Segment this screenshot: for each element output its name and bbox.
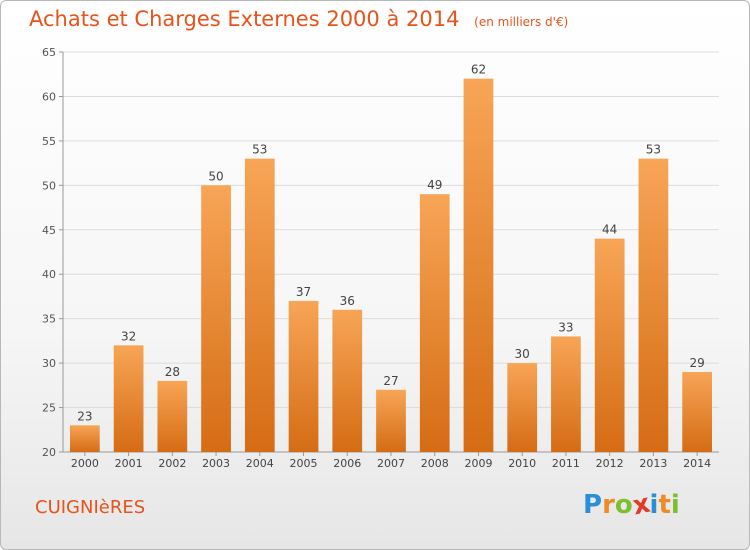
x-tick-label-2011: 2011 [552,457,580,470]
data-label-2002: 28 [165,365,180,379]
data-label-2013: 53 [646,143,661,157]
x-tick-label-2013: 2013 [639,457,667,470]
logo-letter: o [614,490,633,520]
data-label-2014: 29 [689,356,704,370]
bar-2008 [419,194,450,452]
data-label-2004: 53 [252,143,267,157]
y-tick-label: 35 [42,313,56,326]
bar-2010 [507,363,538,452]
data-label-2000: 23 [77,409,92,423]
logo-letter: t [658,490,671,520]
y-tick-label: 40 [42,268,56,281]
bars [69,78,713,453]
bar-2007 [376,389,406,452]
y-tick-label: 25 [42,402,56,415]
y-tick-label: 45 [42,224,56,237]
bar-2011 [551,336,581,452]
proxiti-logo: Proxiti [583,489,680,522]
y-tick-label: 50 [42,179,56,192]
chart-subtitle: (en milliers d'€) [474,15,569,29]
x-tick-label-2005: 2005 [290,457,318,470]
data-label-2006: 36 [340,294,355,308]
data-label-2001: 32 [121,329,136,343]
data-label-2007: 27 [383,374,398,388]
x-tick-label-2006: 2006 [333,457,361,470]
bar-2005 [288,300,319,452]
x-tick-label-2007: 2007 [377,457,405,470]
bar-2002 [157,380,188,452]
x-tick-label-2008: 2008 [421,457,449,470]
x-tick-label-2014: 2014 [683,457,711,470]
x-tick-label-2001: 2001 [115,457,143,470]
y-tick-label: 55 [42,135,56,148]
chart-title: Achats et Charges Externes 2000 à 2014 [29,7,460,31]
chart-title-block: Achats et Charges Externes 2000 à 2014 (… [29,7,568,31]
data-label-2005: 37 [296,285,311,299]
data-label-2010: 30 [515,347,530,361]
y-tick-label: 65 [42,46,56,59]
x-tick-label-2002: 2002 [158,457,186,470]
x-tick-label-2000: 2000 [71,457,99,470]
place-name: CUIGNIèRES [35,497,146,518]
bar-2004 [244,158,275,452]
x-tick-label-2010: 2010 [508,457,536,470]
y-tick-label: 60 [42,90,56,103]
data-label-2009: 62 [471,63,486,77]
data-label-2012: 44 [602,223,617,237]
bar-2003 [201,185,231,453]
x-tick-label-2009: 2009 [464,457,492,470]
logo-letter: i [649,490,659,520]
x-tick-label-2012: 2012 [596,457,624,470]
y-tick-label: 30 [42,357,56,370]
logo-letter: i [670,490,680,520]
data-label-2008: 49 [427,178,442,192]
bar-2006 [332,309,363,452]
x-tick-label-2004: 2004 [246,457,274,470]
bar-2001 [113,345,144,452]
bar-2009 [463,78,494,453]
bar-2012 [594,238,625,452]
labels: 20 25 30 35 40 45 50 55 60 65 23 2000 32 2001 28 2002 50… [42,46,711,470]
data-label-2011: 33 [558,320,573,334]
bar-2013 [638,158,669,452]
bar-2000 [69,425,100,452]
y-tick-label: 20 [42,446,56,459]
logo-letter: P [583,490,603,520]
bar-2014 [682,372,713,452]
data-label-2003: 50 [208,169,223,183]
x-tick-label-2003: 2003 [202,457,230,470]
logo-letter: r [602,490,615,520]
